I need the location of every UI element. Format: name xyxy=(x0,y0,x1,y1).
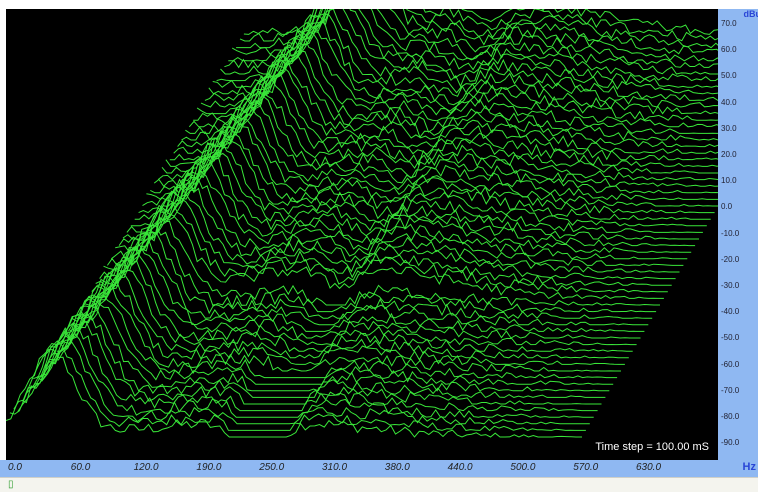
y-tick-label: -40.0 xyxy=(721,307,739,316)
x-tick-label: 190.0 xyxy=(196,462,221,473)
x-tick-label: 440.0 xyxy=(448,462,473,473)
waterfall-slice xyxy=(65,250,641,338)
x-tick-label: 630.0 xyxy=(636,462,661,473)
y-axis-panel: dBu 70.0 60.0 50.0 40.0 30.0 20.0 10.0 0.0 -10.0… xyxy=(718,9,758,460)
waterfall-plot: Time step = 100.00 mS xyxy=(6,9,718,460)
waterfall-slice xyxy=(170,64,718,160)
y-tick-label: -30.0 xyxy=(721,281,739,290)
y-axis-unit: dBu xyxy=(744,9,758,19)
waterfall-svg xyxy=(6,9,718,460)
waterfall-slice xyxy=(135,126,711,220)
y-tick-label: -70.0 xyxy=(721,386,739,395)
y-tick-label: 0.0 xyxy=(721,202,732,211)
y-tick-label: 20.0 xyxy=(721,150,737,159)
waterfall-slice xyxy=(41,295,617,378)
waterfall-slice xyxy=(37,297,613,384)
x-tick-label: 0.0 xyxy=(8,462,22,473)
waterfall-slice xyxy=(150,97,718,193)
x-tick-label: 60.0 xyxy=(71,462,90,473)
x-tick-label: 310.0 xyxy=(322,462,347,473)
y-tick-label: 30.0 xyxy=(721,124,737,133)
y-tick-label: 70.0 xyxy=(721,19,737,28)
y-tick-label: 10.0 xyxy=(721,176,737,185)
status-indicator-icon: ▯ xyxy=(8,479,14,490)
x-axis-unit: Hz xyxy=(743,461,756,473)
x-tick-label: 120.0 xyxy=(134,462,159,473)
y-tick-label: -20.0 xyxy=(721,255,739,264)
x-tick-label: 380.0 xyxy=(385,462,410,473)
y-tick-label: -50.0 xyxy=(721,333,739,342)
y-tick-label: 40.0 xyxy=(721,98,737,107)
time-step-label: Time step = 100.00 mS xyxy=(592,440,712,454)
status-bar: ▯ xyxy=(0,477,758,492)
x-axis-panel: 0.0 60.0 120.0 190.0 250.0 310.0 380.0 440.0 500… xyxy=(0,460,758,477)
x-tick-label: 500.0 xyxy=(510,462,535,473)
y-tick-label: 60.0 xyxy=(721,45,737,54)
y-tick-label: 50.0 xyxy=(721,71,737,80)
y-tick-label: -80.0 xyxy=(721,412,739,421)
x-tick-label: 570.0 xyxy=(573,462,598,473)
y-tick-label: -90.0 xyxy=(721,438,739,447)
waterfall-slice xyxy=(45,285,621,371)
x-tick-label: 250.0 xyxy=(259,462,284,473)
y-tick-label: -60.0 xyxy=(721,360,739,369)
y-tick-label: -10.0 xyxy=(721,229,739,238)
